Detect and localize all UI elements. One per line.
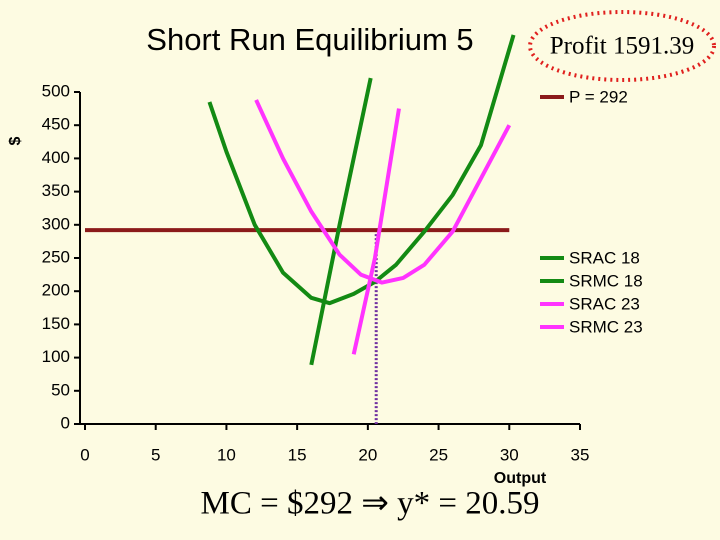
y-tick-label: 150 (42, 314, 70, 333)
x-tick-label: 0 (80, 445, 89, 464)
y-tick-label: 500 (42, 81, 70, 100)
x-axis-label: Output (494, 470, 547, 487)
y-tick-label: 250 (42, 247, 70, 266)
profit-annotation: Profit 1591.39 (550, 33, 694, 60)
legend-label: SRMC 18 (569, 271, 643, 290)
y-tick-label: 300 (42, 214, 70, 233)
equation: MC = $292 ⇒ y* = 20.59 (201, 486, 540, 522)
x-tick-label: 5 (151, 445, 160, 464)
y-tick-label: 400 (42, 148, 70, 167)
x-tick-label: 10 (217, 445, 236, 464)
x-tick-label: 35 (571, 445, 590, 464)
chart-title: Short Run Equilibrium 5 (146, 22, 473, 57)
y-tick-label: 50 (51, 380, 70, 399)
series-line (207, 34, 516, 306)
series-line (309, 77, 373, 366)
x-tick-label: 15 (288, 445, 307, 464)
y-tick-label: 350 (42, 181, 70, 200)
y-tick-label: 0 (61, 413, 70, 432)
x-tick-label: 20 (358, 445, 377, 464)
y-tick-label: 450 (42, 115, 70, 134)
legend-label: SRAC 18 (569, 248, 640, 267)
legend-label: SRAC 23 (569, 294, 640, 313)
y-axis-label: $ (7, 136, 24, 145)
highlight-ellipse (528, 10, 716, 82)
series-line (254, 99, 512, 285)
x-tick-label: 30 (500, 445, 519, 464)
y-tick-label: 200 (42, 281, 70, 300)
legend-label: P = 292 (569, 87, 628, 106)
y-tick-label: 100 (42, 347, 70, 366)
series-line (351, 108, 401, 355)
legend-label: SRMC 23 (569, 317, 643, 336)
x-tick-label: 25 (429, 445, 448, 464)
